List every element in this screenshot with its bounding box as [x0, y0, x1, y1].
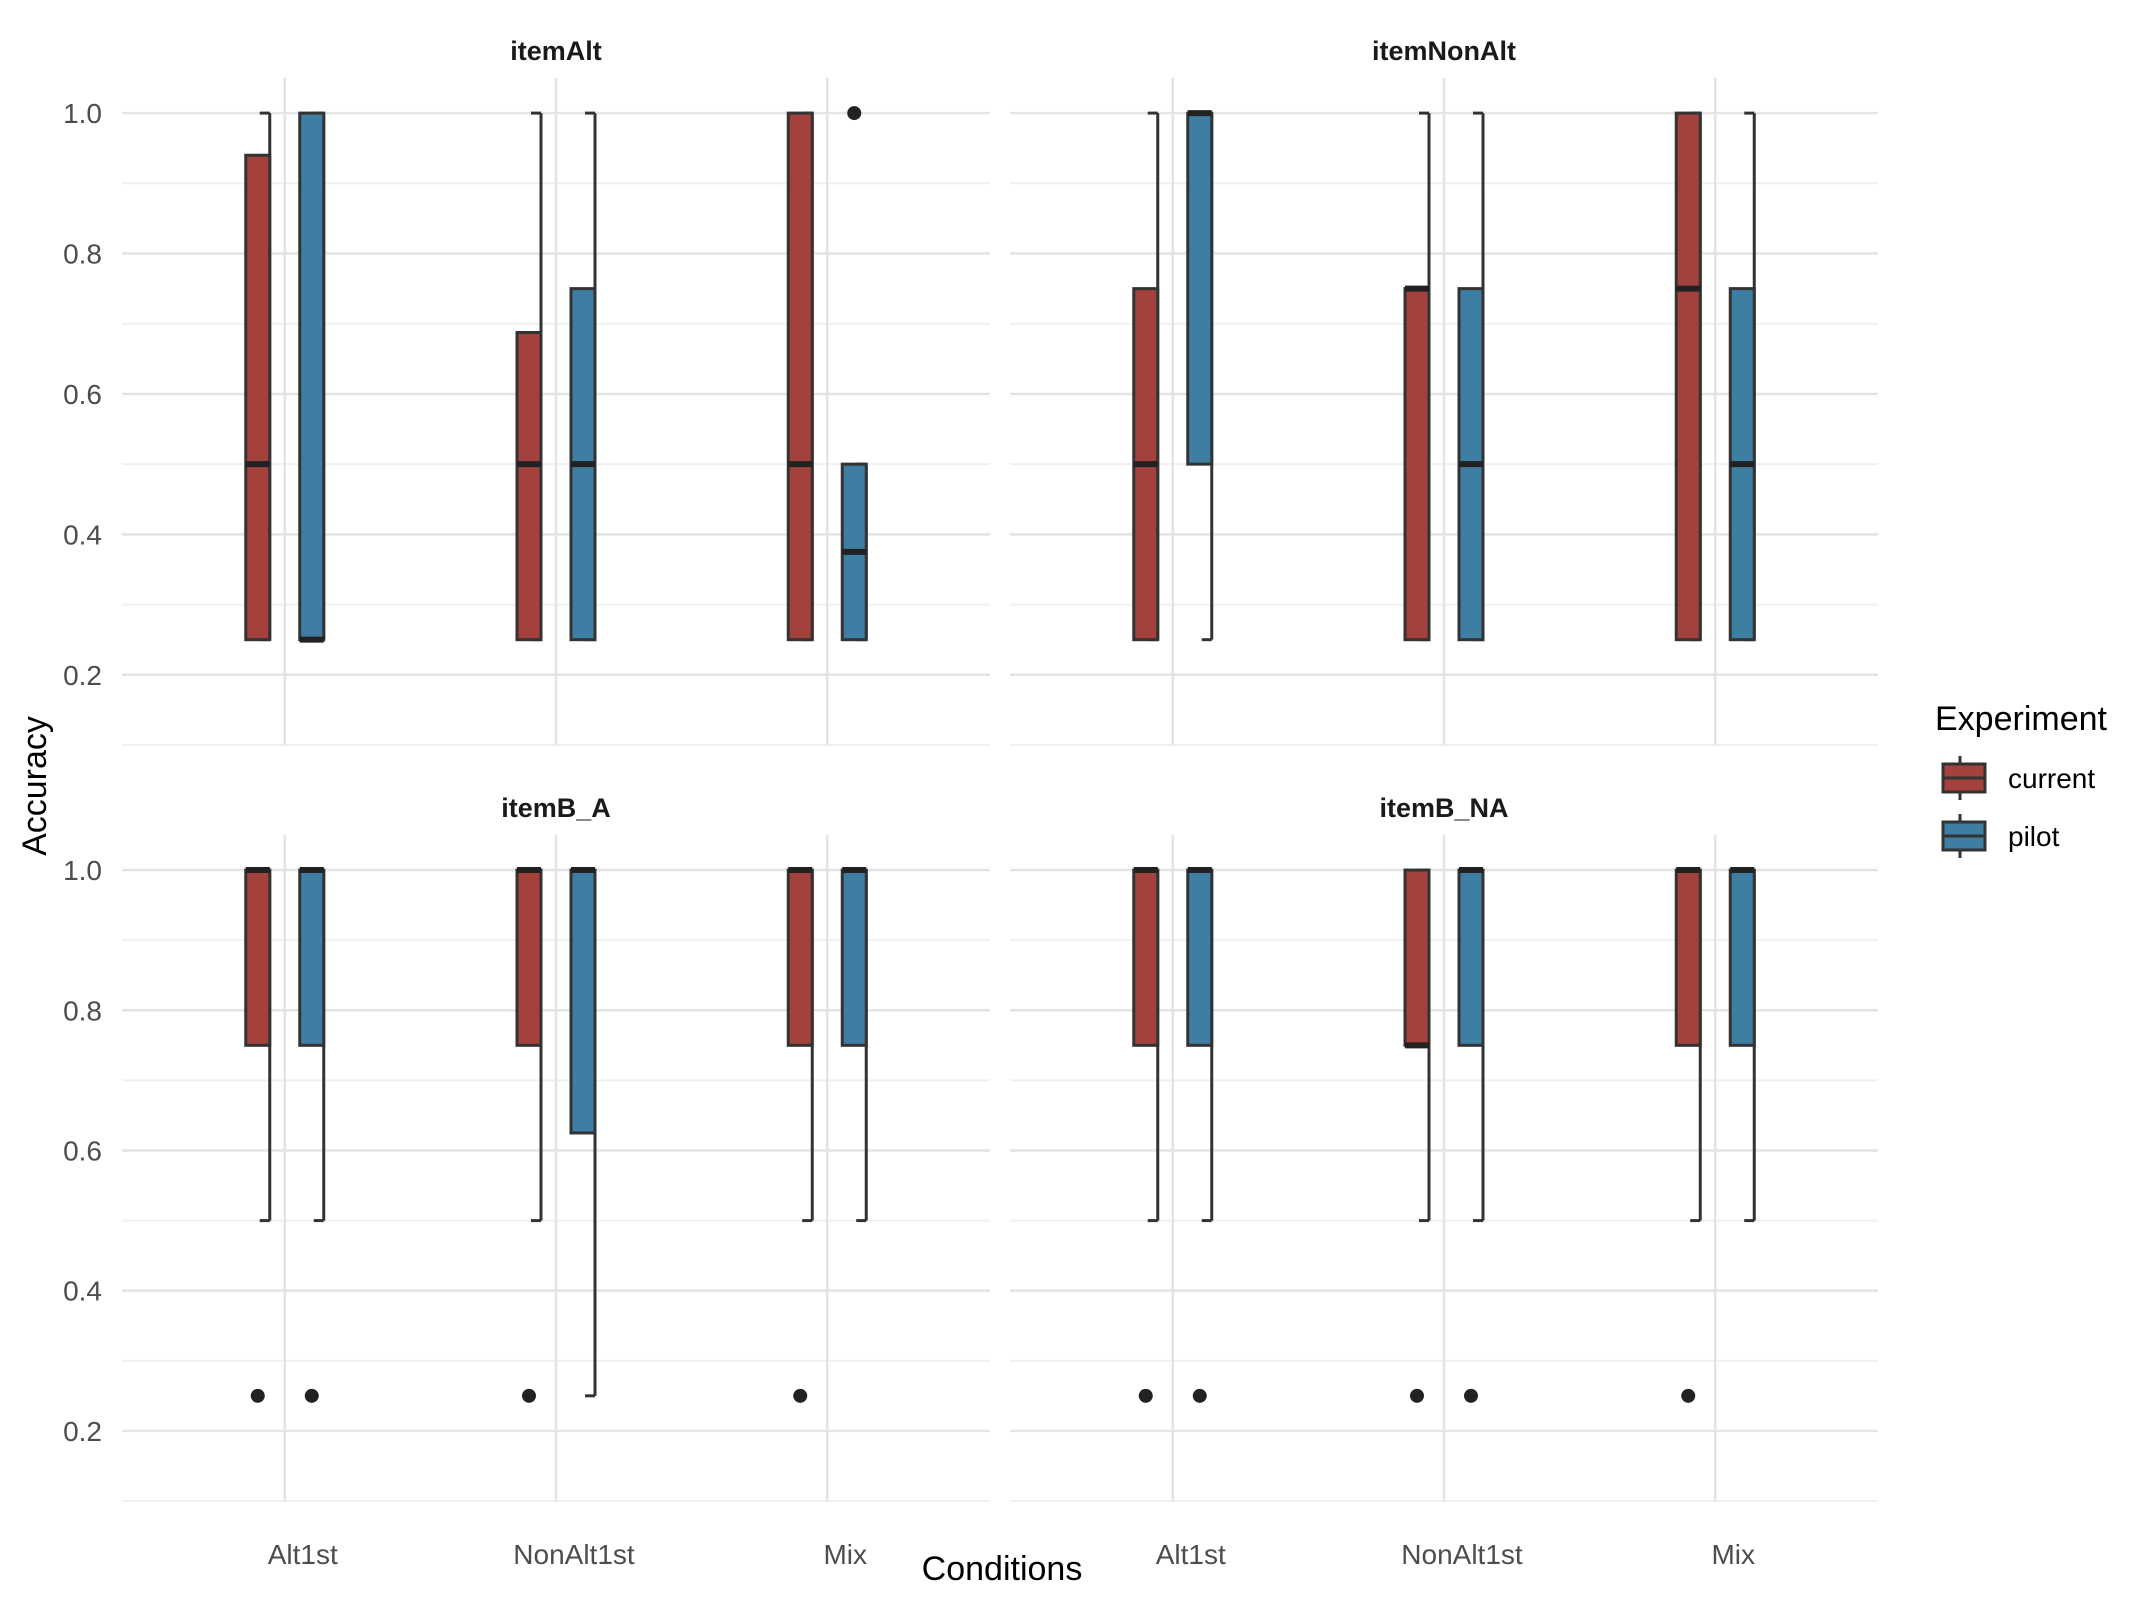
y-tick-label: 0.2: [63, 1416, 102, 1447]
box-current-Alt1st: [244, 111, 272, 642]
outlier-point: [1464, 1388, 1478, 1403]
box-pilot-Mix: [840, 106, 868, 642]
box-current-Mix: [786, 867, 814, 1403]
box-current-Mix: [1674, 867, 1702, 1403]
box-rect: [298, 868, 326, 1047]
outlier-point: [304, 1388, 319, 1403]
panel-title: itemB_A: [501, 793, 611, 823]
box-pilot-Alt1st: [1186, 110, 1214, 642]
legend-label: current: [2008, 763, 2095, 794]
box-rect: [1403, 868, 1431, 1047]
box-pilot-Mix: [1728, 111, 1756, 642]
y-tick-label: 0.2: [63, 660, 102, 691]
y-tick-label: 0.4: [63, 1276, 102, 1307]
box-rect: [515, 331, 543, 642]
x-tick-label: Mix: [1711, 1539, 1755, 1570]
x-axis-title: Conditions: [922, 1550, 1083, 1588]
outlier-point: [522, 1388, 536, 1403]
box-current-Mix: [1674, 111, 1702, 642]
box-rect: [840, 868, 868, 1047]
outlier-point: [1410, 1388, 1424, 1403]
box-current-Alt1st: [1132, 111, 1160, 642]
box-pilot-Mix: [1728, 867, 1756, 1223]
box-pilot-NonAlt1st: [569, 867, 597, 1398]
box-rect: [244, 153, 272, 642]
legend-item-current: current: [1941, 756, 2095, 800]
box-current-Alt1st: [1132, 867, 1160, 1403]
panel-itemB_NA: itemB_NA Alt1st NonAlt1st Mix: [1010, 793, 1878, 1570]
x-tick-label: NonAlt1st: [513, 1539, 635, 1570]
box-rect: [569, 868, 597, 1135]
panel-itemB_A: 0.2 0.4 0.6 0.8 1.0 itemB_A Alt1st NonAlt1st Mix: [63, 793, 990, 1570]
legend-label: pilot: [2008, 821, 2060, 852]
box-rect: [1186, 111, 1214, 466]
box-rect: [298, 111, 326, 642]
x-tick-label: NonAlt1st: [1401, 1539, 1523, 1570]
box-pilot-NonAlt1st: [569, 111, 597, 642]
panel-itemAlt: 0.2 0.4 0.6 0.8 1.0 itemAlt: [63, 36, 990, 746]
y-tick-label: 1.0: [63, 98, 102, 129]
y-tick-label: 0.8: [63, 995, 102, 1026]
box-current-NonAlt1st: [1403, 111, 1431, 642]
legend-title: Experiment: [1935, 700, 2108, 738]
box-pilot-NonAlt1st: [1457, 111, 1485, 642]
y-tick-label: 0.4: [63, 519, 102, 550]
box-current-Alt1st: [244, 867, 272, 1403]
box-pilot-Alt1st: [298, 111, 326, 643]
box-rect: [515, 868, 543, 1047]
legend: Experiment current pilot: [1935, 700, 2108, 858]
box-rect: [1403, 287, 1431, 642]
x-tick-label: Alt1st: [268, 1539, 338, 1570]
panel-title: itemAlt: [510, 36, 602, 66]
box-rect: [1674, 868, 1702, 1047]
panel-title: itemNonAlt: [1372, 36, 1516, 66]
y-tick-label: 0.6: [63, 1135, 102, 1166]
box-pilot-Alt1st: [298, 867, 326, 1403]
outlier-point: [793, 1388, 808, 1403]
box-rect: [1132, 868, 1160, 1047]
box-pilot-NonAlt1st: [1457, 867, 1485, 1403]
box-current-NonAlt1st: [515, 867, 543, 1403]
x-tick-label: Mix: [823, 1539, 867, 1570]
y-axis-title: Accuracy: [16, 716, 54, 856]
y-tick-label: 1.0: [63, 855, 102, 886]
box-rect: [1674, 111, 1702, 642]
box-rect: [786, 111, 814, 642]
box-rect: [244, 868, 272, 1047]
box-current-NonAlt1st: [515, 111, 543, 642]
panel-itemNonAlt: itemNonAlt: [1010, 36, 1878, 746]
box-current-NonAlt1st: [1403, 868, 1431, 1403]
y-tick-label: 0.8: [63, 239, 102, 270]
outlier-point: [250, 1388, 265, 1403]
box-rect: [1186, 868, 1214, 1047]
legend-item-pilot: pilot: [1941, 814, 2060, 858]
box-current-Mix: [786, 111, 814, 642]
y-tick-label: 0.6: [63, 379, 102, 410]
outlier-point: [1192, 1388, 1207, 1403]
panel-title: itemB_NA: [1379, 793, 1508, 823]
box-rect: [1457, 868, 1485, 1047]
outlier-point: [1138, 1388, 1153, 1403]
box-pilot-Alt1st: [1186, 867, 1214, 1403]
box-rect: [1728, 868, 1756, 1047]
x-tick-label: Alt1st: [1156, 1539, 1226, 1570]
box-pilot-Mix: [840, 867, 868, 1223]
box-rect: [786, 868, 814, 1047]
outlier-point: [847, 106, 862, 121]
outlier-point: [1681, 1388, 1696, 1403]
